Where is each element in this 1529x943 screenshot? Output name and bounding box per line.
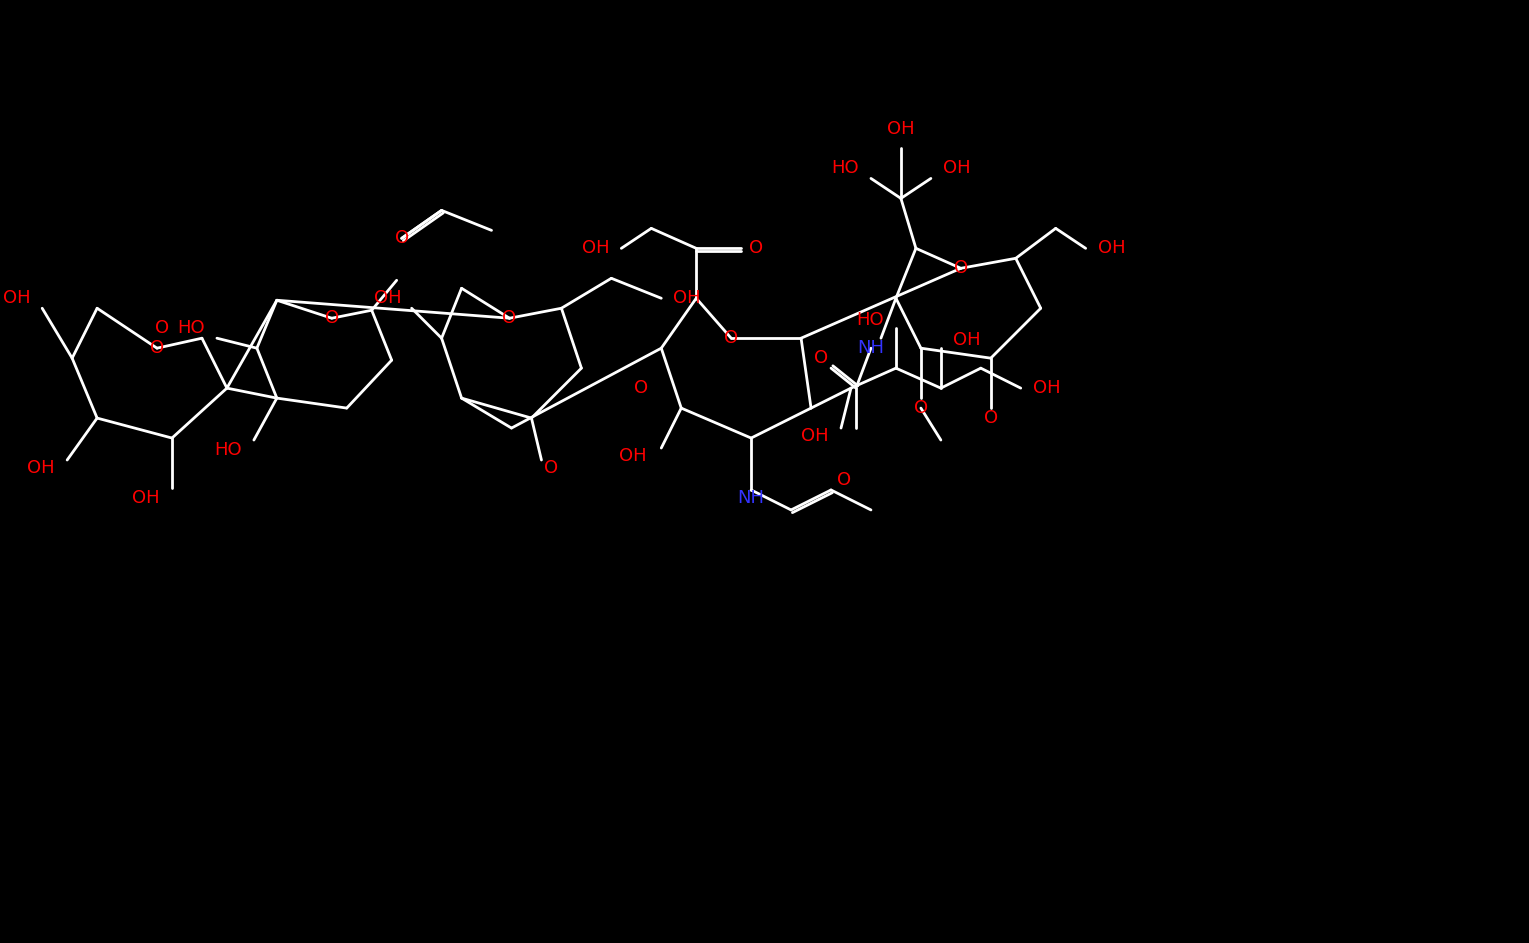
Text: O: O [503,309,517,327]
Text: NH: NH [737,489,764,507]
Text: OH: OH [133,489,161,507]
Text: OH: OH [3,290,31,307]
Text: OH: OH [801,427,829,445]
Text: OH: OH [619,447,647,465]
Text: HO: HO [177,320,205,338]
Text: OH: OH [673,290,700,307]
Text: O: O [394,229,408,247]
Text: O: O [544,459,558,477]
Text: O: O [983,409,998,427]
Text: OH: OH [581,240,610,257]
Text: HO: HO [832,159,859,177]
Text: O: O [813,349,829,367]
Text: O: O [836,471,852,489]
Text: OH: OH [943,159,971,177]
Text: O: O [154,320,170,338]
Text: O: O [150,339,164,357]
Text: O: O [954,259,968,277]
Text: OH: OH [1032,379,1060,397]
Text: OH: OH [375,290,402,307]
Text: HO: HO [856,311,884,329]
Text: OH: OH [26,459,54,477]
Text: HO: HO [214,441,242,459]
Text: O: O [324,309,339,327]
Text: NH: NH [858,339,884,357]
Text: O: O [914,399,928,417]
Text: OH: OH [953,331,980,349]
Text: O: O [725,329,739,347]
Text: O: O [635,379,648,397]
Text: OH: OH [887,120,914,138]
Text: OH: OH [1098,240,1125,257]
Text: O: O [749,240,763,257]
